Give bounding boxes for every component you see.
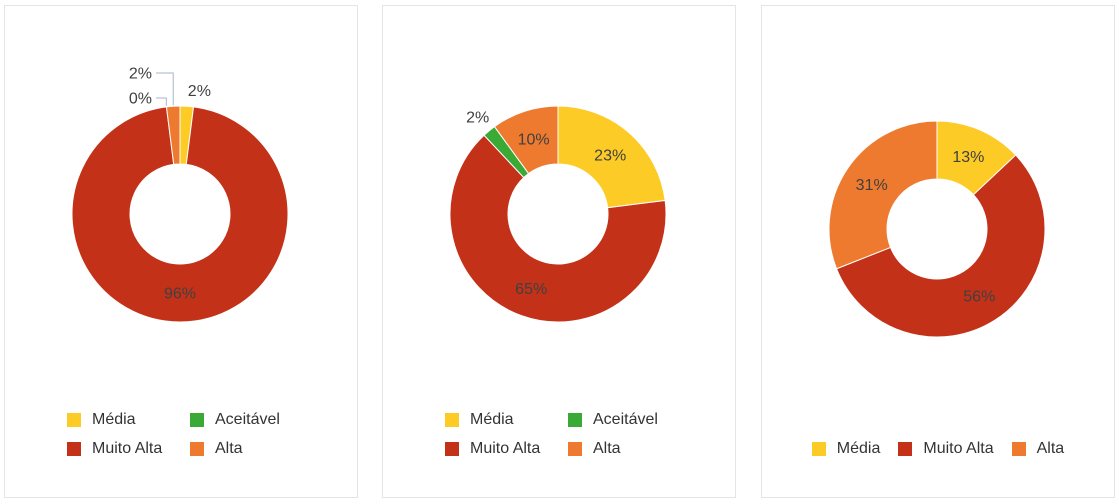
- legend-swatch: [898, 441, 913, 456]
- legend-swatch: [190, 412, 204, 427]
- donut-chart: 13% 56% 31%: [828, 120, 1046, 338]
- chart-card: 13% 56% 31% Média Muito Alta Alta: [761, 5, 1115, 498]
- legend-label: Muito Alta: [92, 439, 163, 457]
- donut-chart: 23% 65% 10% 2%: [449, 105, 667, 323]
- legend-label: Muito Alta: [923, 439, 994, 457]
- legend-item-aceitavel[interactable]: Aceitável: [568, 405, 673, 434]
- slice-label-alta: 2%: [129, 66, 152, 83]
- chart-card: 96% 2% 2% 0% Média Muito Alta Aceitável Alta: [4, 5, 358, 498]
- chart-legend: Média Muito Alta Aceitável Alta: [383, 405, 735, 463]
- slice-label-muito-alta: 96%: [164, 286, 196, 303]
- legend-item-alta[interactable]: Alta: [568, 434, 673, 463]
- slice-label-media: 2%: [188, 83, 211, 100]
- legend-swatch: [811, 441, 826, 456]
- legend-item-aceitavel[interactable]: Aceitável: [190, 405, 295, 434]
- legend-item-media[interactable]: Média: [67, 405, 190, 434]
- chart-legend: Média Muito Alta Aceitável Alta: [5, 405, 357, 463]
- legend-label: Média: [836, 439, 881, 457]
- slice-label-aceitavel: 0%: [129, 91, 152, 108]
- slice-label-media: 23%: [594, 147, 626, 164]
- legend-swatch: [1011, 441, 1026, 456]
- legend-item-muito-alta[interactable]: Muito Alta: [67, 434, 190, 463]
- legend-swatch: [568, 441, 582, 456]
- legend-swatch: [190, 441, 204, 456]
- legend-item-media[interactable]: Média: [811, 434, 881, 463]
- legend-item-media[interactable]: Média: [445, 405, 568, 434]
- slice-label-muito-alta: 56%: [963, 288, 995, 305]
- legend-swatch: [445, 412, 459, 427]
- legend-swatch: [67, 412, 81, 427]
- donut-slice-muito-alta[interactable]: [71, 106, 289, 323]
- legend-label: Alta: [1036, 439, 1065, 457]
- legend-item-alta[interactable]: Alta: [190, 434, 295, 463]
- legend-item-muito-alta[interactable]: Muito Alta: [445, 434, 568, 463]
- legend-item-muito-alta[interactable]: Muito Alta: [898, 434, 994, 463]
- legend-item-alta[interactable]: Alta: [1011, 434, 1065, 463]
- legend-label: Aceitável: [593, 410, 658, 428]
- chart-card: 23% 65% 10% 2% Média Muito Alta Aceitável Alta: [382, 5, 736, 498]
- legend-swatch: [568, 412, 582, 427]
- donut-slice-muito-alta[interactable]: [449, 134, 667, 323]
- donut-slice-alta[interactable]: [493, 105, 559, 175]
- legend-swatch: [445, 441, 459, 456]
- donut-slice-muito-alta[interactable]: [835, 154, 1046, 338]
- slice-label-muito-alta: 65%: [515, 281, 547, 298]
- slice-label-alta: 31%: [856, 177, 888, 194]
- chart-legend: Média Muito Alta Alta: [762, 434, 1114, 463]
- legend-label: Alta: [593, 439, 621, 457]
- legend-label: Muito Alta: [470, 439, 541, 457]
- slice-label-alta: 10%: [518, 132, 550, 149]
- slice-label-aceitavel: 2%: [466, 110, 489, 127]
- donut-slice-alta[interactable]: [165, 105, 181, 165]
- legend-label: Média: [92, 410, 136, 428]
- legend-swatch: [67, 441, 81, 456]
- leader-line-alta: [156, 72, 174, 106]
- legend-label: Alta: [215, 439, 243, 457]
- donut-chart: 96% 2% 2% 0%: [71, 66, 289, 323]
- slice-label-media: 13%: [952, 149, 984, 166]
- donut-slice-media[interactable]: [557, 105, 666, 209]
- leader-line-aceitavel: [156, 97, 167, 106]
- legend-label: Média: [470, 410, 514, 428]
- donut-slice-alta[interactable]: [828, 120, 938, 270]
- legend-label: Aceitável: [215, 410, 280, 428]
